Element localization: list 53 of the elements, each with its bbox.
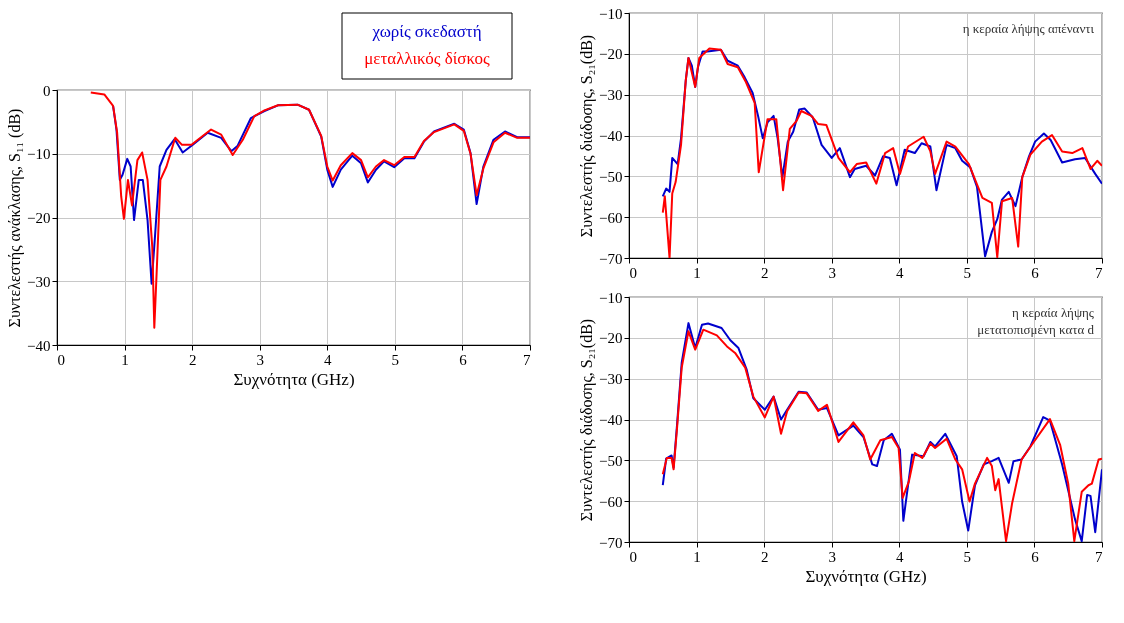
x-tick-label: 2 [760,264,769,281]
y-tick-label: −20 [599,330,623,347]
y-tick-label: −50 [599,452,623,469]
x-axis-title: Συχνότητα (GHz) [805,566,927,586]
x-tick-label: 4 [896,264,905,281]
y-tick-label: −30 [599,371,623,388]
x-tick-label: 3 [828,264,836,281]
x-tick-label: 4 [896,548,905,565]
y-axis-title: Συντελεστής διάδοσης, S₂₁(dB) [578,318,597,522]
y-tick-label: −70 [599,250,623,267]
annotation: η κεραία λήψης απέναντι [962,21,1095,36]
y-tick-label: −10 [27,146,51,163]
y-tick-label: −70 [599,534,623,551]
x-tick-label: 1 [693,548,701,565]
y-tick-label: −40 [599,128,623,144]
x-tick-label: 0 [57,351,65,368]
x-tick-label: 0 [629,548,637,565]
x-tick-label: 1 [693,264,701,281]
y-tick-label: −20 [599,46,623,63]
y-tick-label: −30 [599,87,623,104]
x-tick-label: 0 [629,264,637,281]
y-tick-label: −60 [599,493,623,510]
y-axis-title: Συντελεστής διάδοσης, S₂₁(dB) [578,34,597,238]
x-tick-label: 7 [523,351,531,368]
x-axis-title: Συχνότητα (GHz) [233,369,355,389]
y-tick-label: −30 [27,273,51,290]
x-tick-label: 6 [459,351,468,368]
x-tick-label: 5 [963,548,972,565]
x-tick-label: 1 [121,351,129,368]
x-tick-label: 7 [1095,264,1103,281]
y-tick-label: −40 [599,412,623,428]
x-tick-label: 3 [256,351,264,368]
annotation: η κεραία λήψης μετατοπισμένη κατα d [977,305,1095,337]
x-tick-label: 6 [1031,548,1040,565]
text: μεταλλικός δίσκος [364,49,491,68]
y-tick-label: −40 [27,337,51,354]
y-tick-label: −50 [599,168,623,185]
x-tick-label: 3 [828,548,836,565]
text: χωρίς σκεδαστή [371,22,482,41]
x-tick-label: 7 [1095,548,1103,565]
x-tick-label: 4 [324,351,333,368]
x-tick-label: 6 [1031,264,1040,281]
y-tick-label: −10 [599,289,623,306]
y-tick-label: −20 [27,210,51,226]
x-tick-label: 5 [391,351,400,368]
x-tick-label: 5 [963,264,972,281]
y-tick-label: 0 [43,82,51,99]
x-tick-label: 2 [188,351,197,368]
y-tick-label: −10 [599,5,623,22]
line-series [89,91,530,329]
x-tick-label: 2 [760,548,769,565]
y-tick-label: −60 [599,209,623,226]
y-axis-title: Συντελεστής ανάκλασης, S₁₁ (dB) [6,108,25,328]
